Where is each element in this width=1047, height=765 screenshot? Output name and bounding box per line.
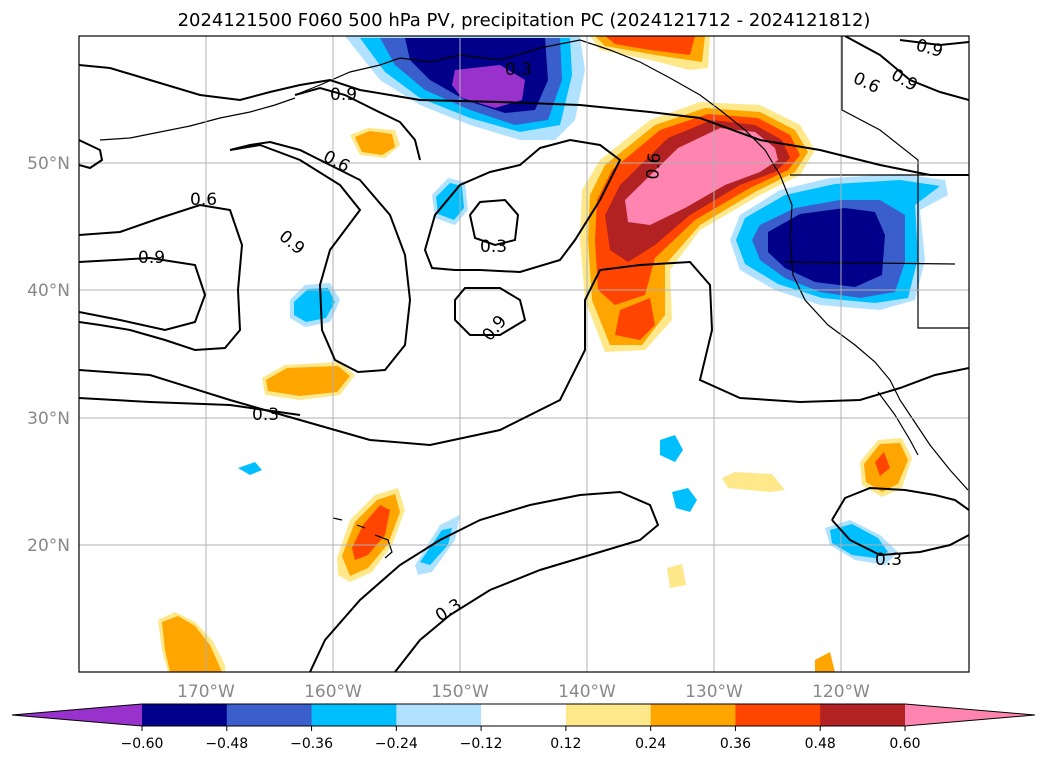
colorbar-tick-label: 0.36 <box>720 736 751 752</box>
map-frame <box>78 35 970 673</box>
lat-tick-label: 30°N <box>27 409 70 429</box>
pv-contour <box>454 287 527 336</box>
chart-title: 2024121500 F060 500 hPa PV, precipitatio… <box>178 10 871 31</box>
colorbar-segment <box>735 704 821 726</box>
colorbar-segment <box>311 704 397 726</box>
pv-contour <box>831 486 969 521</box>
pv-contour <box>79 203 244 352</box>
contour-label: 0.3 <box>505 60 532 80</box>
contour-label: 0.3 <box>252 405 279 425</box>
contour-label: 0.9 <box>330 85 357 105</box>
pv-contour <box>294 86 421 161</box>
colorbar-segment <box>396 704 482 726</box>
contour-label: 0.3 <box>480 237 507 257</box>
precip-region <box>615 298 655 340</box>
pv-contour <box>899 39 969 47</box>
lon-tick-label: 160°W <box>304 682 362 702</box>
precip-region <box>605 36 695 55</box>
colorbar-segment <box>481 704 567 726</box>
baja-california <box>877 391 919 456</box>
alaska-coastline <box>294 39 721 111</box>
pv-contour <box>79 260 969 447</box>
colorbar-tick-label: 0.60 <box>889 736 920 752</box>
map-background <box>79 36 969 672</box>
pv-contour <box>423 138 622 274</box>
aleutian-islands <box>99 97 296 141</box>
pv-contour <box>831 519 969 557</box>
pv-contour <box>79 256 207 332</box>
colorbar-tick-label: −0.12 <box>460 736 503 752</box>
colorbar-tick-label: −0.48 <box>205 736 248 752</box>
precip-region <box>355 131 395 155</box>
precip-region <box>238 462 262 475</box>
pv-contour <box>844 36 969 101</box>
lon-tick-label: 140°W <box>558 682 616 702</box>
lon-tick-label: 170°W <box>177 682 235 702</box>
contour-labels: 0.3 0.3 0.3 0.3 0.3 0.6 0.6 0.6 0.6 0.9 … <box>138 36 945 626</box>
precip-region <box>625 128 778 225</box>
colorbar-extend-low <box>12 704 142 726</box>
colorbar-segment <box>142 704 228 726</box>
precip-region <box>294 288 335 322</box>
precip-region <box>660 435 683 462</box>
colorbar-segment <box>226 704 313 726</box>
colorbar-tick-label: −0.24 <box>375 736 418 752</box>
precip-region <box>815 652 835 672</box>
colorbar-ticks: −0.60 −0.48 −0.36 −0.24 −0.12 0.12 0.24 0.36 0.4… <box>121 726 921 752</box>
lon-tick-label: 150°W <box>431 682 489 702</box>
lat-tick-labels: 20°N 30°N 40°N 50°N <box>27 154 70 556</box>
pv-contour <box>309 490 660 672</box>
lon-tick-label: 130°W <box>685 682 743 702</box>
pv-contour <box>79 139 104 170</box>
state-border <box>784 261 956 265</box>
pv-contours <box>79 36 969 672</box>
lon-tick-labels: 170°W 160°W 150°W 140°W 130°W 120°W <box>177 682 870 702</box>
precip-region <box>768 208 885 287</box>
precip-region <box>722 472 785 492</box>
precip-region <box>875 452 890 476</box>
hawaii-islands <box>332 517 393 559</box>
colorbar-tick-label: 0.24 <box>635 736 666 752</box>
pv-contour <box>79 397 301 416</box>
colorbar-segment <box>820 704 906 726</box>
lat-tick-label: 50°N <box>27 154 70 174</box>
precipitation-shading <box>158 36 948 672</box>
north-america-west-coast <box>719 109 969 491</box>
pv-contour <box>79 64 969 176</box>
state-border <box>841 36 969 329</box>
lon-tick-label: 120°W <box>812 682 870 702</box>
map-area: 0.3 0.3 0.3 0.3 0.3 0.6 0.6 0.6 0.6 0.9 … <box>79 36 969 672</box>
precip-region <box>162 616 222 672</box>
contour-label: 0.3 <box>875 550 902 570</box>
precip-region <box>672 488 697 512</box>
coastlines <box>99 36 969 559</box>
precip-region <box>266 366 350 396</box>
lat-tick-label: 20°N <box>27 536 70 556</box>
colorbar-segment <box>565 704 652 726</box>
colorbar <box>11 703 1036 727</box>
colorbar-segment <box>650 704 736 726</box>
colorbar-tick-label: −0.36 <box>290 736 333 752</box>
precip-region <box>667 564 686 588</box>
contour-label: 0.6 <box>190 190 217 210</box>
lat-tick-label: 40°N <box>27 281 70 301</box>
colorbar-tick-label: −0.60 <box>121 736 164 752</box>
colorbar-tick-label: 0.12 <box>550 736 581 752</box>
contour-label: 0.9 <box>138 248 165 268</box>
pv-contour <box>468 198 520 247</box>
colorbar-tick-label: 0.48 <box>805 736 836 752</box>
precip-region <box>436 183 464 220</box>
precip-region <box>352 505 390 560</box>
precip-region <box>452 65 525 108</box>
contour-label: 0.6 <box>643 152 665 181</box>
pv-contour <box>229 140 412 374</box>
colorbar-extend-high <box>905 704 1035 726</box>
